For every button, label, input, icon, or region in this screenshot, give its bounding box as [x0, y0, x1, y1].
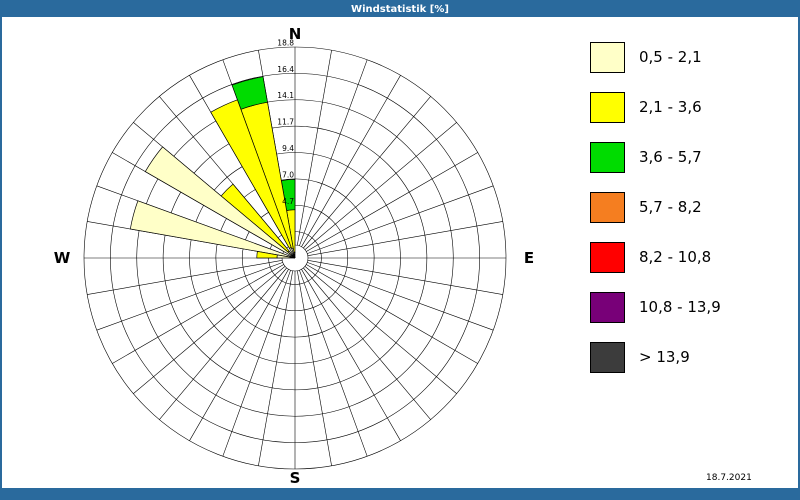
- compass-label-south: S: [290, 469, 301, 487]
- grid-spoke-line: [307, 221, 503, 256]
- legend-item: 0,5 - 2,1: [590, 41, 721, 73]
- compass-label-west: W: [54, 249, 71, 267]
- petal-segment: [256, 250, 278, 259]
- radial-tick-label: 16.4: [277, 65, 294, 74]
- petal-segment: [129, 200, 296, 259]
- legend-swatch: [590, 241, 625, 273]
- legend-swatch: [590, 91, 625, 123]
- grid-spoke-line: [96, 262, 283, 331]
- compass-label-north: N: [289, 25, 302, 43]
- radial-tick-label: 11.7: [277, 118, 294, 127]
- grid-spoke-line: [112, 264, 284, 364]
- grid-spoke-line: [307, 185, 494, 254]
- legend-item: 8,2 - 10,8: [590, 241, 721, 273]
- legend-item: > 13,9: [590, 341, 721, 373]
- wind-rose-chart: 4.7 7.0 9.4 11.7 14.1 16.4 18.8N S W E: [54, 25, 534, 487]
- legend-swatch: [590, 41, 625, 73]
- legend-item: 2,1 - 3,6: [590, 91, 721, 123]
- grid-spoke-line: [159, 267, 287, 420]
- title-bar: Windstatistik [%]: [2, 2, 798, 17]
- grid-spoke-line: [307, 262, 494, 331]
- compass-label-east: E: [524, 249, 534, 267]
- window-title: Windstatistik [%]: [351, 4, 449, 15]
- legend-label: 2,1 - 3,6: [639, 98, 702, 116]
- grid-spoke-line: [301, 75, 401, 247]
- grid-spoke-line: [306, 264, 478, 364]
- bottom-bar: [2, 488, 798, 498]
- legend-label: 5,7 - 8,2: [639, 198, 702, 216]
- grid-spoke-line: [301, 269, 401, 441]
- petal-segment: [280, 179, 296, 211]
- grid-spoke-line: [189, 269, 289, 441]
- grid-spoke-line: [306, 152, 478, 252]
- grid-spoke-line: [297, 50, 332, 246]
- grid-spoke-line: [299, 59, 368, 246]
- grid-spoke-line: [307, 260, 503, 295]
- grid-spoke-line: [258, 270, 293, 466]
- grid-spoke-line: [297, 270, 332, 466]
- petal-segment: [210, 99, 292, 249]
- grid-spoke-line: [133, 266, 286, 394]
- legend-swatch: [590, 141, 625, 173]
- radial-tick-label: 9.4: [282, 144, 294, 153]
- legend-label: 10,8 - 13,9: [639, 298, 721, 316]
- legend-item: 3,6 - 5,7: [590, 141, 721, 173]
- petal-segment: [231, 76, 268, 110]
- petal-segment: [220, 183, 290, 253]
- radial-tick-label: 18.8: [277, 39, 294, 48]
- legend-label: 8,2 - 10,8: [639, 248, 712, 266]
- legend-swatch: [590, 291, 625, 323]
- legend-swatch: [590, 191, 625, 223]
- grid-spoke-line: [304, 122, 457, 250]
- legend-item: 10,8 - 13,9: [590, 291, 721, 323]
- grid-spoke-line: [303, 267, 431, 420]
- grid-spoke-line: [222, 270, 291, 457]
- legend-label: 0,5 - 2,1: [639, 48, 702, 66]
- petal-segment: [144, 146, 296, 259]
- legend-swatch: [590, 341, 625, 373]
- radial-tick-label: 4.7: [282, 197, 294, 206]
- grid-spoke-line: [299, 270, 368, 457]
- grid-spoke-line: [303, 96, 431, 249]
- legend-label: 3,6 - 5,7: [639, 148, 702, 166]
- legend-item: 5,7 - 8,2: [590, 191, 721, 223]
- grid-spoke-line: [304, 266, 457, 394]
- radial-tick-label: 14.1: [277, 91, 294, 100]
- grid-spoke-line: [87, 260, 283, 295]
- date-label: 18.7.2021: [706, 473, 752, 483]
- radial-tick-label: 7.0: [282, 170, 294, 179]
- legend-label: > 13,9: [639, 348, 690, 366]
- legend: 0,5 - 2,1 2,1 - 3,6 3,6 - 5,7 5,7 - 8,2 8,2 …: [590, 41, 721, 392]
